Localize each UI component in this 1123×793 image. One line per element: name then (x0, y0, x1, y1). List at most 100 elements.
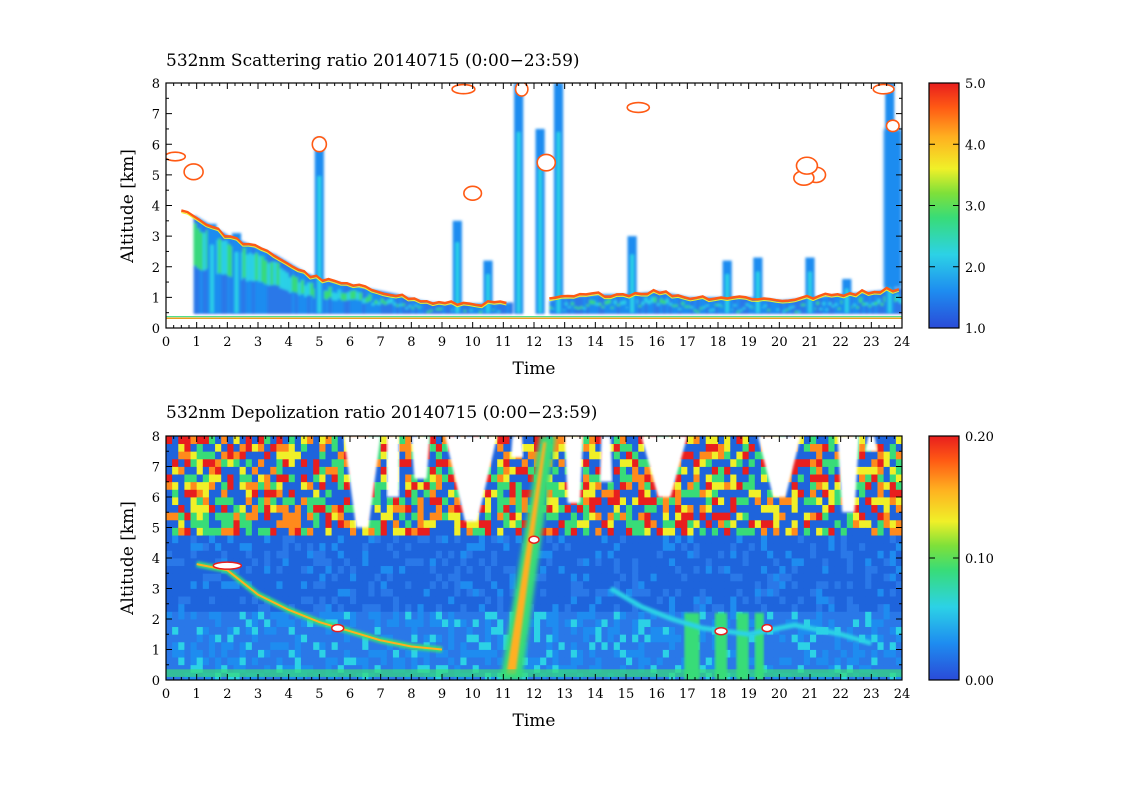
aerosol-core (245, 254, 250, 282)
depol-cell (392, 527, 400, 536)
depol-cell (392, 619, 400, 628)
depol-cell (178, 466, 185, 475)
depol-cell (196, 497, 204, 506)
depol-cell (319, 451, 326, 460)
depol-cell (748, 626, 756, 635)
depol-cell (889, 573, 897, 582)
depol-cell (760, 664, 768, 673)
depol-cell (675, 626, 682, 635)
depol-cell (748, 512, 756, 521)
depol-cell (374, 580, 382, 589)
depol-cell (619, 626, 627, 635)
depol-cell (889, 497, 897, 506)
depol-cell (325, 451, 332, 460)
depol-cell (711, 558, 719, 567)
depol-cell (785, 603, 792, 612)
depol-cell (484, 550, 492, 559)
depol-cell (859, 458, 866, 467)
depol-cell (607, 641, 615, 650)
depol-cell (405, 619, 412, 628)
x-tick-label: 24 (894, 335, 911, 350)
depol-cell (435, 657, 443, 666)
depol-cell (797, 497, 805, 506)
depol-cell (435, 649, 443, 658)
depol-cell (466, 657, 474, 666)
depol-cell (687, 603, 694, 612)
depol-cell (681, 542, 688, 551)
depol-cell (546, 512, 553, 521)
depol-cell (405, 474, 412, 483)
depol-cell (668, 489, 676, 498)
depol-cell (583, 558, 590, 567)
depol-cell (386, 535, 394, 544)
depol-cell (319, 626, 326, 635)
depol-cell (405, 550, 412, 559)
depol-cell (760, 489, 768, 498)
depol-cloud-spot (761, 623, 773, 633)
depol-cell (294, 550, 302, 559)
depol-cell (172, 565, 179, 574)
depol-cell (650, 542, 658, 551)
depol-cell (546, 603, 553, 612)
depol-cell (380, 641, 388, 650)
depol-cell (668, 565, 676, 574)
depol-cell (564, 519, 572, 528)
depol-cell (405, 527, 412, 536)
depol-cell (791, 474, 799, 483)
aerosol-core (346, 292, 351, 301)
depol-cell (343, 497, 351, 506)
depol-cell (730, 664, 737, 673)
depol-cell (307, 626, 314, 635)
depol-cell (448, 481, 455, 490)
aerosol-core (675, 304, 679, 307)
depol-cell (810, 512, 817, 521)
depol-cell (466, 527, 474, 536)
depol-cell (595, 596, 602, 605)
aerosol-column (742, 297, 747, 315)
depol-cell (392, 565, 400, 574)
depol-cell (184, 558, 191, 567)
depol-cell (435, 558, 443, 567)
depol-cell (460, 527, 467, 536)
depol-cell (343, 588, 351, 597)
depol-cell (460, 588, 467, 597)
depol-cell (583, 649, 590, 658)
depol-cell (472, 519, 480, 528)
aerosol-core (852, 303, 857, 306)
depol-cell (343, 474, 351, 483)
depol-cell (852, 588, 860, 597)
depol-cell (337, 603, 345, 612)
depol-cell (491, 458, 498, 467)
depol-cell (172, 603, 179, 612)
depol-cell (834, 611, 842, 620)
depol-cell (417, 619, 424, 628)
depol-cell (166, 657, 173, 666)
depol-cell (190, 527, 198, 536)
y-tick-label: 2 (152, 261, 160, 276)
depol-cell (754, 573, 762, 582)
depol-cell (656, 497, 664, 506)
depol-cell (699, 527, 707, 536)
depol-cell (705, 580, 713, 589)
depol-cell (859, 489, 866, 498)
depol-cell (540, 519, 547, 528)
depol-cell (184, 603, 191, 612)
depol-cell (343, 657, 351, 666)
depol-cell (797, 649, 805, 658)
depol-cell (748, 558, 756, 567)
depol-cell (258, 466, 265, 475)
depol-cell (552, 512, 559, 521)
depol-cell (337, 596, 345, 605)
depol-cell (889, 634, 897, 643)
depol-cell (785, 611, 792, 620)
depol-cell (178, 550, 185, 559)
depol-cell (871, 527, 878, 536)
depol-cell (699, 504, 707, 513)
depol-cell (337, 504, 345, 513)
depol-cell (325, 565, 332, 574)
depol-cell (294, 451, 302, 460)
depol-cell (454, 565, 461, 574)
depol-cell (368, 580, 375, 589)
depol-cell (270, 519, 277, 528)
depol-cell (816, 641, 823, 650)
